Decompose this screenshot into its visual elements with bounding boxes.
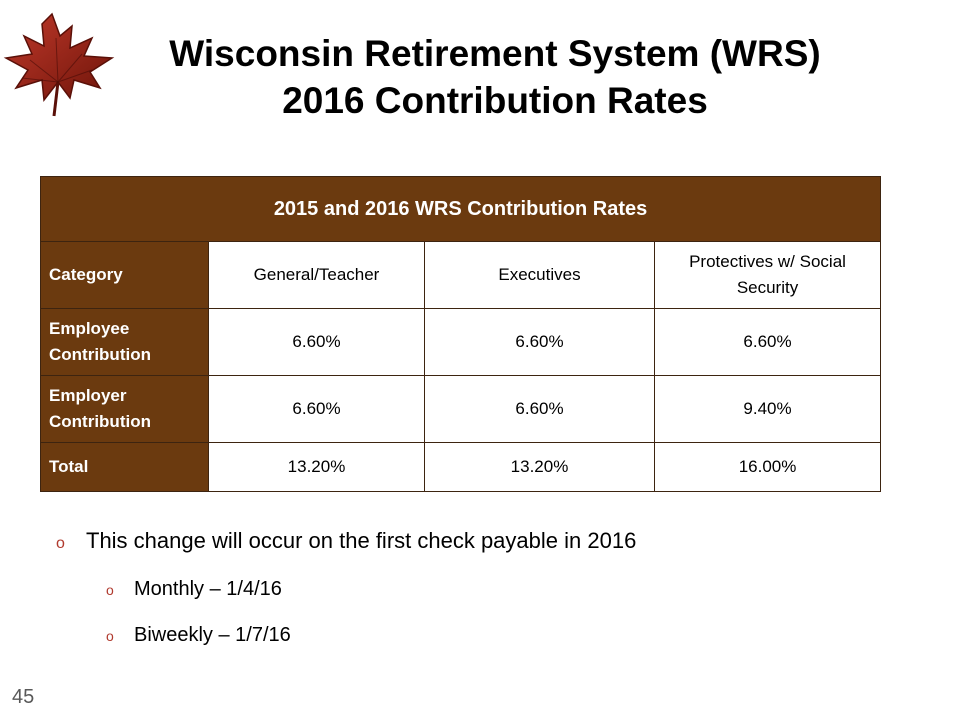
maple-leaf-icon (0, 8, 120, 120)
table-row: Employer Contribution 6.60% 6.60% 9.40% (40, 375, 882, 443)
title-line-1: Wisconsin Retirement System (WRS) (169, 33, 821, 74)
bullet-marker: o (106, 582, 114, 598)
bullet-marker: o (56, 535, 65, 552)
column-header-executives: Executives (424, 241, 655, 309)
column-header-category: Category (40, 241, 209, 309)
table-cell: 16.00% (653, 442, 882, 492)
column-header-general-teacher: General/Teacher (208, 241, 425, 309)
table-cell: 6.60% (653, 308, 882, 376)
table-cell: 9.40% (653, 375, 882, 443)
column-header-protectives: Protectives w/ Social Security (653, 241, 882, 309)
table-row: Category General/Teacher Executives Prot… (40, 241, 882, 309)
sub-bullet-item: o Biweekly – 1/7/16 (106, 624, 291, 647)
table-cell: 6.60% (208, 308, 425, 376)
table-cell: 13.20% (208, 442, 425, 492)
contribution-rates-table: 2015 and 2016 WRS Contribution Rates Cat… (39, 176, 882, 492)
page-number: 45 (12, 686, 35, 708)
table-cell: 6.60% (424, 308, 655, 376)
title-line-2: 2016 Contribution Rates (282, 80, 708, 121)
row-label-employee: Employee Contribution (40, 308, 209, 376)
sub-bullet-text: Monthly – 1/4/16 (134, 578, 282, 600)
slide-title: Wisconsin Retirement System (WRS) 2016 C… (100, 30, 890, 124)
table-row: Employee Contribution 6.60% 6.60% 6.60% (40, 308, 882, 376)
bullet-item: o This change will occur on the first che… (56, 528, 636, 554)
sub-bullet-item: o Monthly – 1/4/16 (106, 578, 282, 601)
table-cell: 13.20% (424, 442, 655, 492)
table-cell: 6.60% (424, 375, 655, 443)
row-label-total: Total (40, 442, 209, 492)
bullet-text: This change will occur on the first chec… (86, 528, 637, 553)
sub-bullet-text: Biweekly – 1/7/16 (134, 624, 291, 646)
row-label-employer: Employer Contribution (40, 375, 209, 443)
table-row: Total 13.20% 13.20% 16.00% (40, 442, 882, 492)
bullet-marker: o (106, 628, 114, 644)
table-heading: 2015 and 2016 WRS Contribution Rates (39, 176, 882, 242)
table-cell: 6.60% (208, 375, 425, 443)
